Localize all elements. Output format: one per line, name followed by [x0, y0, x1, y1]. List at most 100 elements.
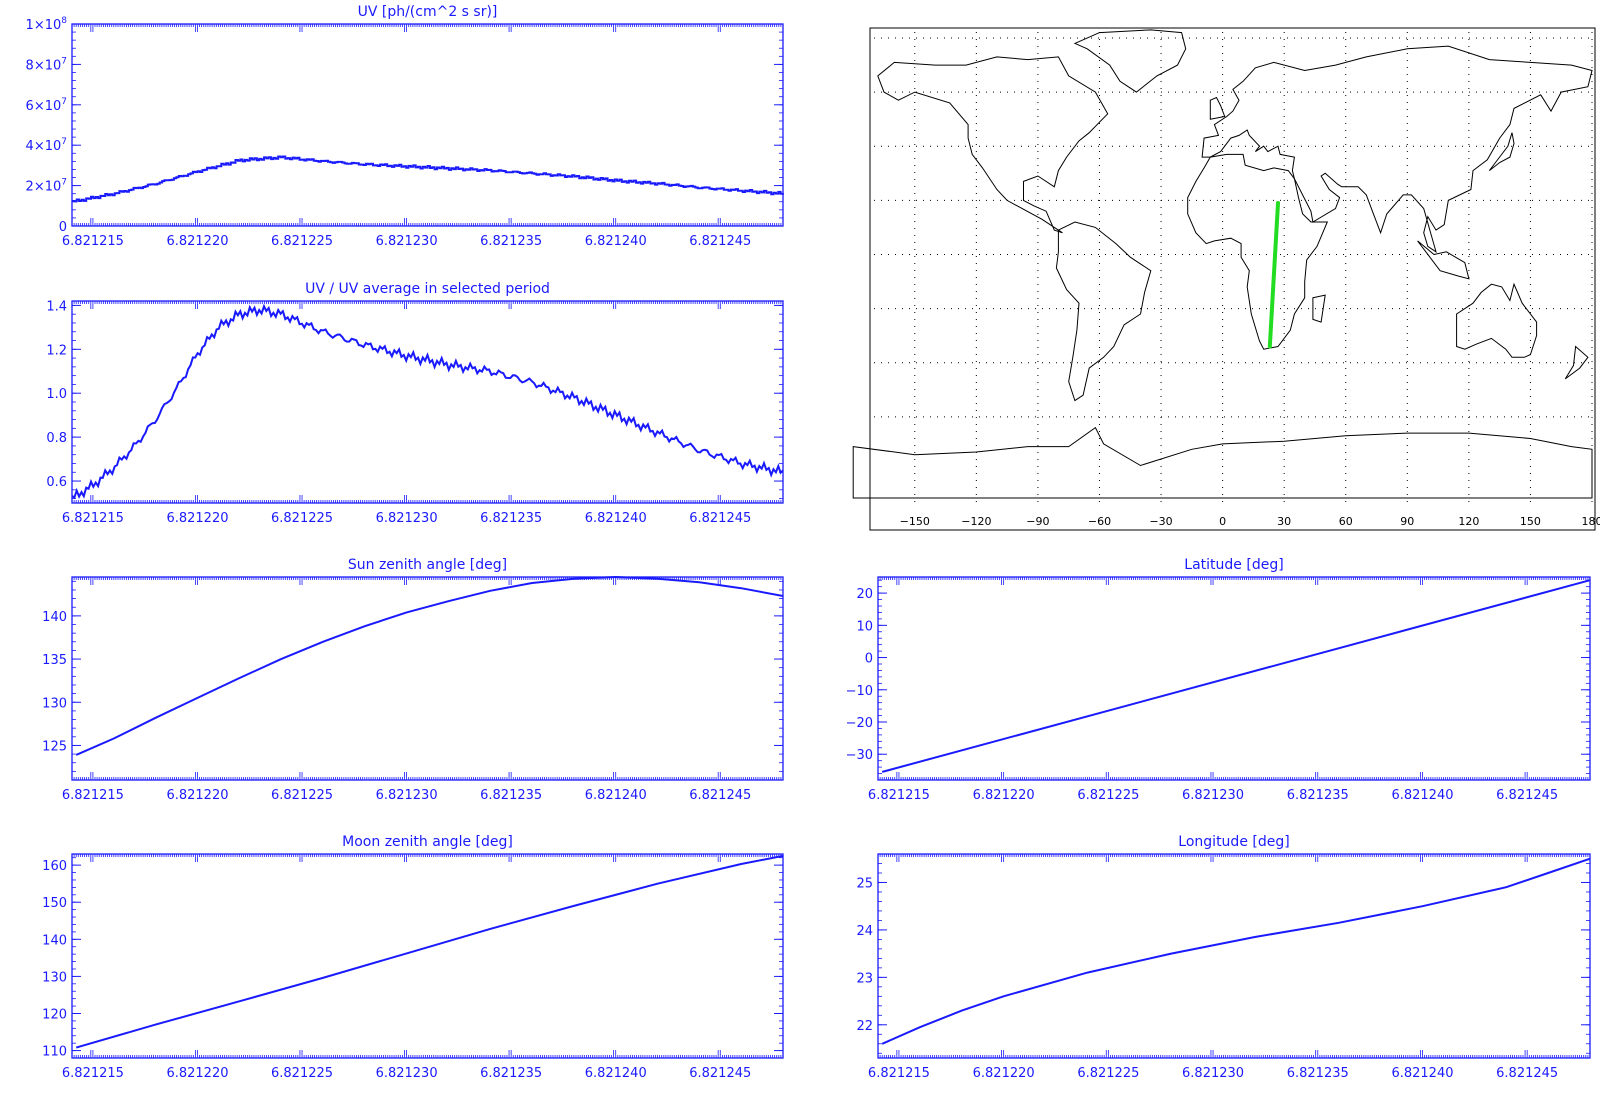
y-tick-label: −10 [846, 684, 873, 699]
y-tick-label: 0.6 [46, 475, 67, 490]
plot-frame [71, 23, 784, 227]
coast-north-america [877, 56, 1109, 234]
x-tick-label: 6.821225 [1077, 1066, 1139, 1081]
y-tick-label: 23 [856, 971, 873, 986]
y-tick-label: 20 [856, 587, 873, 602]
chart-title: Longitude [deg] [1178, 834, 1289, 850]
coast-uk [1209, 96, 1226, 120]
x-tick-label: 6.821215 [62, 511, 124, 526]
x-tick-label: 6.821220 [166, 1066, 228, 1081]
x-tick-label: 6.821230 [376, 1066, 438, 1081]
lon-tick-label: −30 [1149, 515, 1172, 528]
y-tick-label: 1×108 [26, 16, 68, 33]
x-tick-label: 6.821235 [1287, 788, 1349, 803]
x-tick-label: 6.821235 [480, 511, 542, 526]
x-tick-label: 6.821235 [480, 234, 542, 249]
coast-antarctica [852, 426, 1593, 499]
lon-tick-label: 150 [1520, 515, 1541, 528]
x-tick-label: 6.821245 [689, 1066, 751, 1081]
chart-title: Moon zenith angle [deg] [342, 834, 513, 850]
y-tick-label: 8×107 [26, 56, 67, 73]
series-line-moon [75, 854, 784, 1049]
lon-tick-label: −90 [1026, 515, 1049, 528]
chart-uv: UV [ph/(cm^2 s sr)] 6.821215 6.821220 6.821… [26, 4, 784, 249]
x-tick-label: 6.821220 [973, 1066, 1035, 1081]
y-tick-label: 24 [856, 924, 873, 939]
y-tick-label: 140 [42, 610, 67, 625]
x-tick-label: 6.821235 [480, 1066, 542, 1081]
y-tick-label: 120 [42, 1007, 67, 1022]
x-tick-label: 6.821215 [868, 1066, 930, 1081]
y-tick-label: 110 [42, 1045, 67, 1060]
chart-title: UV [ph/(cm^2 s sr)] [358, 4, 498, 20]
series-line-uv [72, 155, 784, 203]
lon-tick-label: 30 [1277, 515, 1291, 528]
lon-tick-label: −120 [961, 515, 991, 528]
y-tick-label: 22 [856, 1019, 873, 1034]
series-line-sun [75, 575, 784, 756]
x-tick-label: 6.821230 [376, 234, 438, 249]
x-tick-label: 6.821245 [1496, 1066, 1558, 1081]
coast-new-zealand [1564, 345, 1589, 380]
x-tick-label: 6.821225 [1077, 788, 1139, 803]
plot-frame [71, 300, 784, 504]
lon-tick-label: 180 [1582, 515, 1600, 528]
x-tick-label: 6.821215 [62, 788, 124, 803]
chart-ratio: UV / UV average in selected period 6.8212… [46, 281, 784, 526]
y-tick-label: 1.0 [46, 387, 67, 402]
x-tick-label: 6.821235 [480, 788, 542, 803]
y-tick-label: −30 [846, 748, 873, 763]
coast-japan [1489, 132, 1515, 171]
y-tick-label: 0 [865, 652, 873, 667]
series-line-ratio [71, 303, 784, 500]
chart-moon: Moon zenith angle [deg] 6.821215 6.821220 6… [42, 834, 784, 1081]
x-tick-label: 6.821215 [868, 788, 930, 803]
y-tick-label: 2×107 [26, 178, 67, 195]
plot-frame [71, 853, 784, 1059]
x-tick-label: 6.821225 [271, 234, 333, 249]
x-tick-label: 6.821215 [62, 234, 124, 249]
x-tick-label: 6.821225 [271, 511, 333, 526]
x-tick-label: 6.821230 [1182, 788, 1244, 803]
chart-title: Sun zenith angle [deg] [348, 557, 507, 573]
x-tick-label: 6.821245 [689, 234, 751, 249]
lon-tick-label: 90 [1400, 515, 1414, 528]
x-tick-label: 6.821240 [585, 234, 647, 249]
lon-tick-label: 120 [1458, 515, 1479, 528]
coast-indonesia [1417, 240, 1470, 280]
plot-frame [877, 853, 1591, 1059]
coast-greenland [1073, 29, 1187, 93]
coast-south-america [1055, 221, 1152, 402]
satellite-ground-track [1267, 201, 1281, 349]
coast-eurasia [1201, 45, 1593, 253]
x-tick-label: 6.821225 [271, 788, 333, 803]
y-tick-label: 150 [42, 896, 67, 911]
x-tick-label: 6.821235 [1287, 1066, 1349, 1081]
chart-title: UV / UV average in selected period [305, 281, 550, 297]
y-tick-label: 1.2 [46, 343, 67, 358]
lon-tick-label: −60 [1088, 515, 1111, 528]
coast-africa [1187, 153, 1329, 350]
x-tick-label: 6.821215 [62, 1066, 124, 1081]
x-tick-label: 6.821240 [1391, 1066, 1453, 1081]
y-tick-label: 10 [856, 619, 873, 634]
y-tick-label: 1.4 [46, 299, 67, 314]
x-tick-label: 6.821240 [585, 511, 647, 526]
y-tick-label: 0.8 [46, 431, 67, 446]
x-tick-label: 6.821220 [973, 788, 1035, 803]
x-tick-label: 6.821230 [1182, 1066, 1244, 1081]
chart-lon: Longitude [deg] 6.821215 6.821220 6.821225 6… [856, 834, 1591, 1081]
x-tick-label: 6.821245 [689, 511, 751, 526]
x-tick-label: 6.821240 [1391, 788, 1453, 803]
y-tick-label: 4×107 [26, 137, 67, 154]
world-map: −150 −120 −90 −60 −30 0 30 60 90 120 150 180 [852, 27, 1600, 531]
series-line-lon [881, 857, 1591, 1045]
y-tick-label: 125 [42, 739, 67, 754]
chart-sun: Sun zenith angle [deg] 6.821215 6.821220 6.… [42, 557, 784, 803]
y-tick-label: 140 [42, 933, 67, 948]
x-tick-label: 6.821220 [166, 234, 228, 249]
y-tick-label: 0 [59, 220, 67, 235]
x-tick-label: 6.821220 [166, 788, 228, 803]
